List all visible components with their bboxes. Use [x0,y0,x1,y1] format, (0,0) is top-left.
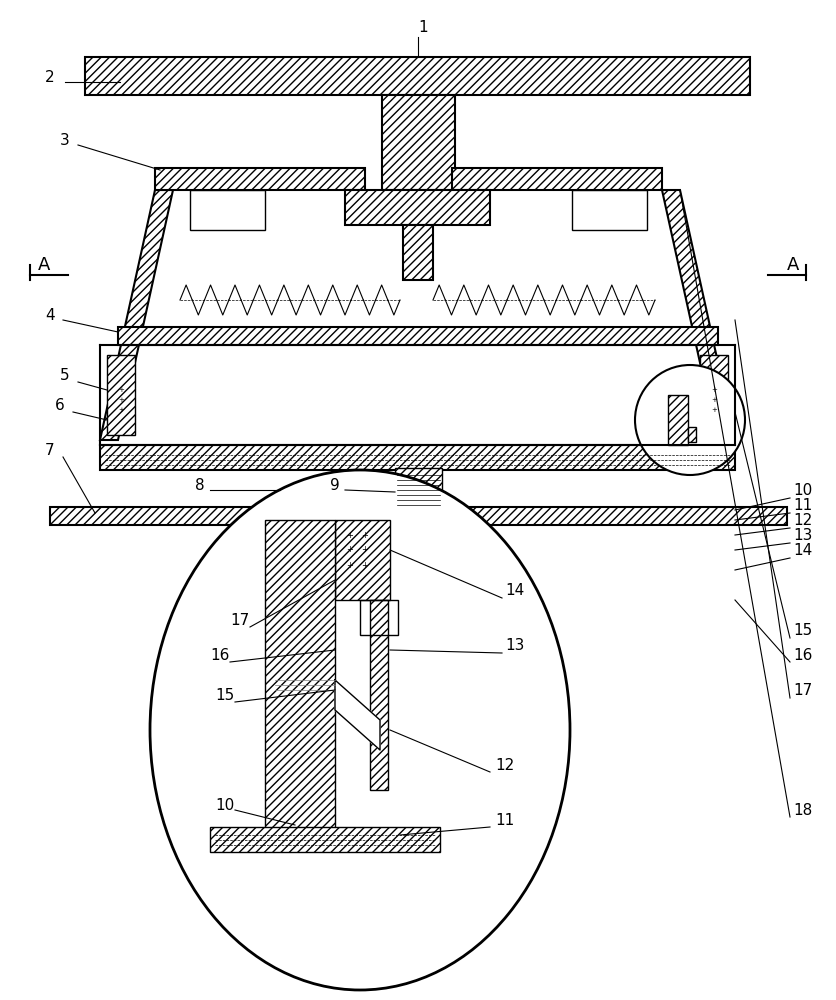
Bar [395,468,441,510]
Polygon shape [661,190,734,440]
Text: 9: 9 [329,478,339,493]
Text: +: + [361,546,368,554]
Text: 2: 2 [45,70,54,85]
Text: 11: 11 [494,813,513,828]
Circle shape [635,365,744,475]
Bar [99,445,734,470]
Text: +: + [346,546,353,554]
Text: 11: 11 [792,498,811,513]
Text: 1: 1 [417,20,427,35]
Text: 14: 14 [504,583,523,598]
Bar [402,225,432,280]
Text: +: + [711,387,716,393]
Text: 15: 15 [792,623,811,638]
Ellipse shape [150,470,569,990]
Polygon shape [334,680,380,750]
Text: A: A [38,256,50,274]
Text: 13: 13 [504,638,523,653]
Text: 12: 12 [792,513,811,528]
Bar [381,95,455,190]
Bar [334,520,390,600]
Bar [699,355,727,435]
Text: +: + [118,407,124,413]
Bar [667,395,687,445]
Text: 15: 15 [215,688,234,703]
Text: 12: 12 [494,758,513,773]
Text: 3: 3 [60,133,69,148]
Text: +: + [711,407,716,413]
Bar [344,190,489,225]
Bar [190,190,265,230]
Bar [155,168,364,190]
Text: +: + [346,560,353,570]
Bar [107,355,135,435]
Text: +: + [711,397,716,403]
Bar [687,427,696,442]
Bar [85,57,749,95]
Text: +: + [118,397,124,403]
Text: 14: 14 [792,543,811,558]
Text: 10: 10 [215,798,234,813]
Text: 13: 13 [792,528,812,543]
Bar [118,327,717,345]
Bar [370,600,388,790]
Text: 10: 10 [792,483,811,498]
Text: 8: 8 [195,478,204,493]
Bar [571,190,646,230]
Text: 17: 17 [792,683,811,698]
Text: +: + [346,530,353,540]
Text: 6: 6 [55,398,64,413]
Text: 17: 17 [230,613,249,628]
Bar [359,600,398,635]
Text: A: A [786,256,798,274]
Text: 5: 5 [60,368,69,383]
Text: +: + [118,387,124,393]
Text: 16: 16 [210,648,229,663]
Polygon shape [265,520,334,850]
Bar [210,827,440,852]
Text: 7: 7 [45,443,54,458]
Text: +: + [361,560,368,570]
Bar [50,507,786,525]
Polygon shape [99,190,173,440]
Text: 4: 4 [45,308,54,323]
Text: 18: 18 [792,803,811,818]
Text: 16: 16 [792,648,812,663]
Text: +: + [361,530,368,540]
Bar [451,168,661,190]
